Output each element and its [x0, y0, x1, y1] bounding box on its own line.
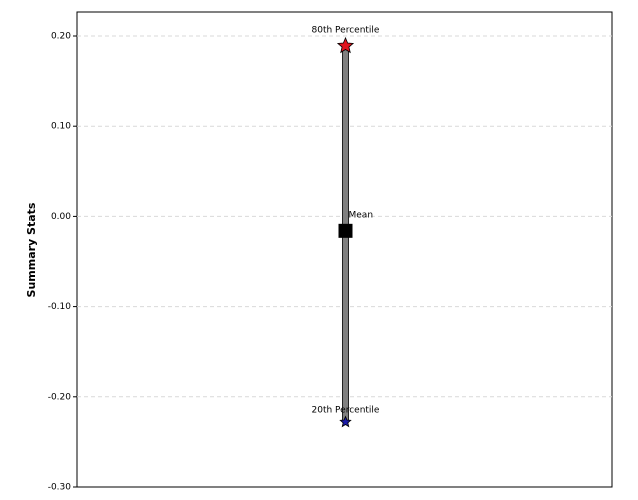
star-marker	[339, 415, 352, 428]
y-tick-label: -0.10	[48, 302, 72, 312]
y-axis-title: Summary Stats	[25, 202, 38, 297]
point-label: Mean	[349, 210, 374, 220]
y-tick-label: -0.30	[48, 483, 72, 493]
y-tick-label: 0.10	[51, 122, 71, 132]
y-tick-label: -0.20	[48, 392, 72, 402]
y-tick-label: 0.00	[51, 212, 71, 222]
star-marker	[336, 36, 355, 54]
plot-frame	[76, 11, 613, 488]
point-label: 20th Percentile	[312, 406, 380, 416]
point-label: 80th Percentile	[312, 25, 380, 35]
square-marker	[338, 223, 353, 238]
y-tick-label: 0.20	[51, 31, 71, 41]
